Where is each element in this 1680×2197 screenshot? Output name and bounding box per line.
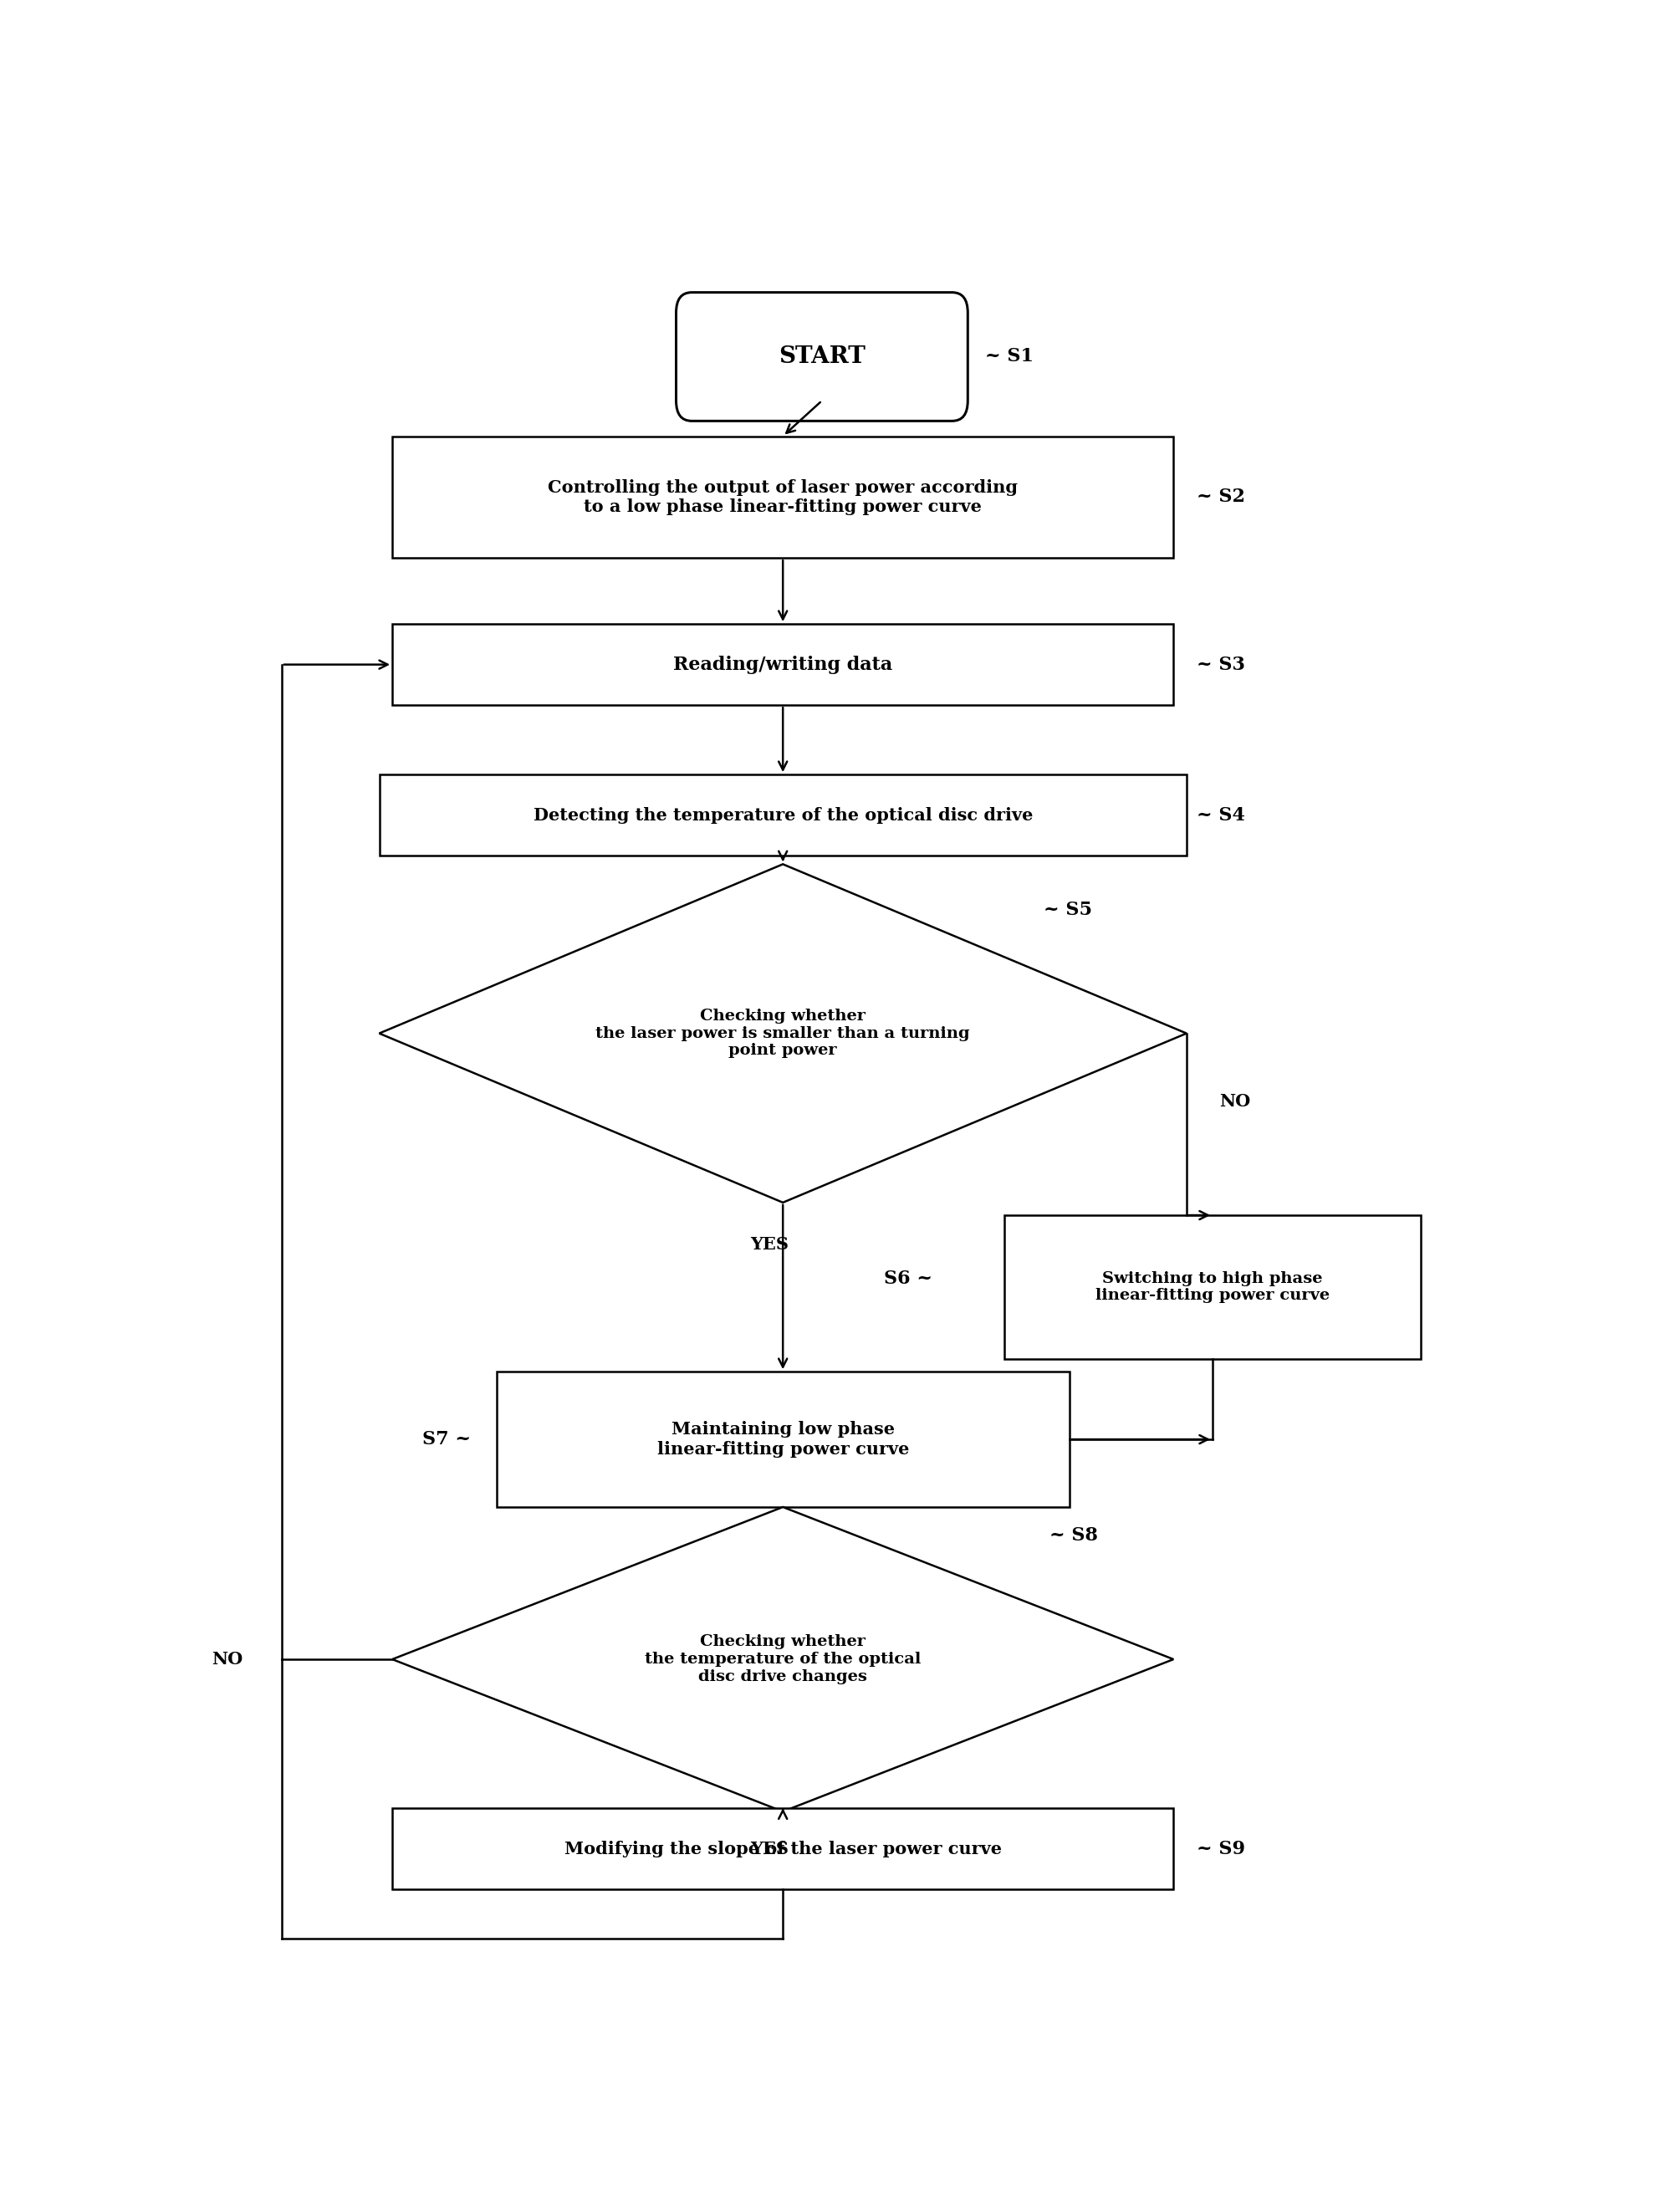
Text: NO: NO xyxy=(212,1650,242,1668)
Text: Reading/writing data: Reading/writing data xyxy=(674,655,892,674)
Text: ~ S9: ~ S9 xyxy=(1196,1839,1245,1859)
Text: START: START xyxy=(778,345,865,367)
Text: YES: YES xyxy=(751,1841,790,1856)
Bar xyxy=(393,1808,1173,1889)
Polygon shape xyxy=(380,863,1186,1202)
Text: ~ S5: ~ S5 xyxy=(1043,901,1092,918)
FancyBboxPatch shape xyxy=(675,292,968,422)
Text: Controlling the output of laser power according
to a low phase linear-fitting po: Controlling the output of laser power ac… xyxy=(548,479,1018,514)
Text: Checking whether
the temperature of the optical
disc drive changes: Checking whether the temperature of the … xyxy=(645,1635,921,1685)
Text: Modifying the slope of the laser power curve: Modifying the slope of the laser power c… xyxy=(564,1841,1001,1856)
Bar xyxy=(497,1371,1070,1507)
Bar xyxy=(1005,1215,1421,1360)
Polygon shape xyxy=(393,1507,1173,1813)
Text: ~ S2: ~ S2 xyxy=(1196,488,1245,505)
Text: Switching to high phase
linear-fitting power curve: Switching to high phase linear-fitting p… xyxy=(1095,1270,1329,1303)
Text: ~ S8: ~ S8 xyxy=(1050,1527,1099,1544)
Text: S6 ~: S6 ~ xyxy=(884,1270,932,1287)
Text: YES: YES xyxy=(751,1237,790,1252)
Text: Maintaining low phase
linear-fitting power curve: Maintaining low phase linear-fitting pow… xyxy=(657,1421,909,1457)
Bar xyxy=(380,776,1186,855)
Text: Checking whether
the laser power is smaller than a turning
point power: Checking whether the laser power is smal… xyxy=(596,1008,969,1059)
Text: ~ S4: ~ S4 xyxy=(1196,806,1245,824)
Text: ~ S1: ~ S1 xyxy=(984,347,1033,367)
Bar xyxy=(393,624,1173,705)
Text: Detecting the temperature of the optical disc drive: Detecting the temperature of the optical… xyxy=(533,806,1033,824)
Text: NO: NO xyxy=(1220,1092,1250,1109)
Text: S7 ~: S7 ~ xyxy=(422,1430,470,1448)
Text: ~ S3: ~ S3 xyxy=(1196,655,1245,674)
Bar xyxy=(393,437,1173,558)
